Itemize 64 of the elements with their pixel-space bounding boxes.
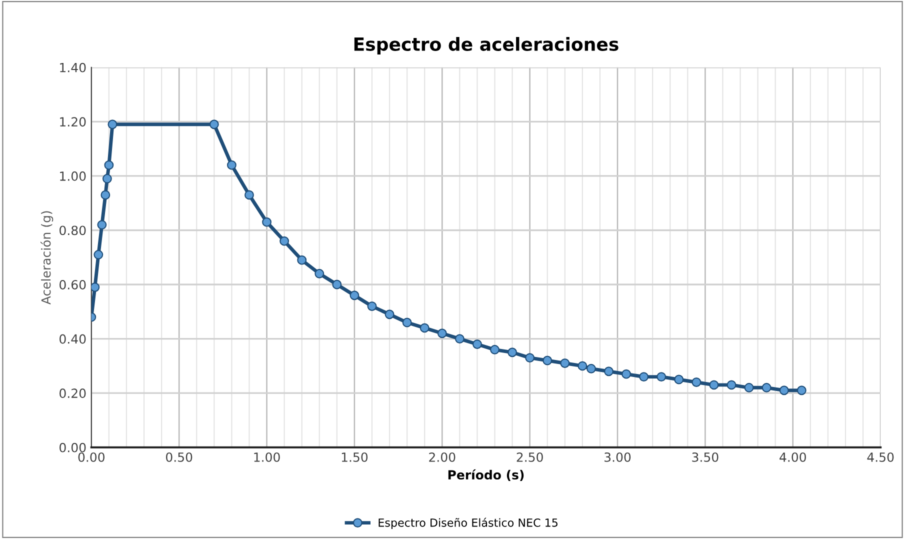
point [639,372,649,382]
point [779,386,789,396]
point [560,358,570,368]
y-tick-label: 0.20 [60,388,86,398]
x-tick-label: 1.00 [254,452,280,462]
y-tick-label: 0.40 [60,334,86,344]
chart-title: Espectro de aceleraciones [354,36,618,54]
y-tick-label: 0.60 [60,280,86,290]
x-axis-title: Período (s) [448,469,524,482]
point [726,380,736,390]
point [91,282,100,292]
point [542,356,552,366]
point [244,190,254,200]
point [97,220,107,230]
point [100,190,110,200]
point [604,366,614,376]
point [420,323,430,333]
x-tick-label: 4.00 [780,452,806,462]
y-tick-label: 1.00 [60,171,86,181]
y-tick-label: 0.00 [60,442,86,452]
point [94,250,104,260]
point [692,378,702,387]
x-tick-label: 2.50 [516,452,543,462]
point [226,160,236,170]
point [796,386,806,396]
point [744,382,754,392]
point [262,217,272,227]
y-axis-title: Aceleración (g) [40,211,54,304]
x-tick-label: 3.50 [692,452,718,462]
point [280,236,290,246]
point [656,372,666,382]
point [209,120,219,130]
point [104,160,114,170]
point [586,364,596,374]
point [108,120,118,130]
x-tick-label: 0.50 [166,452,192,462]
y-tick-label: 1.20 [60,117,86,127]
point [102,174,112,184]
y-tick-label: 1.40 [60,62,86,72]
point [367,302,377,311]
x-tick-label: 3.00 [604,452,631,462]
point [332,280,342,290]
point [297,255,307,265]
point [508,348,518,358]
point [402,318,412,328]
y-tick-label: 0.80 [60,226,86,236]
point [525,353,535,363]
point [674,374,684,384]
point [437,328,447,338]
x-tick-label: 1.50 [342,452,368,462]
point [350,290,360,300]
point [762,382,772,392]
point [472,340,482,349]
point [622,369,631,379]
point [454,334,464,344]
x-tick-label: 0.00 [78,452,104,462]
legend-label: Espectro Diseño Elástico NEC 15 [378,518,558,529]
point [709,380,719,390]
point [578,361,588,371]
point [384,310,394,320]
point [490,344,500,354]
point [314,268,324,278]
x-tick-label: 4.50 [867,452,894,462]
x-tick-label: 2.00 [429,452,456,462]
